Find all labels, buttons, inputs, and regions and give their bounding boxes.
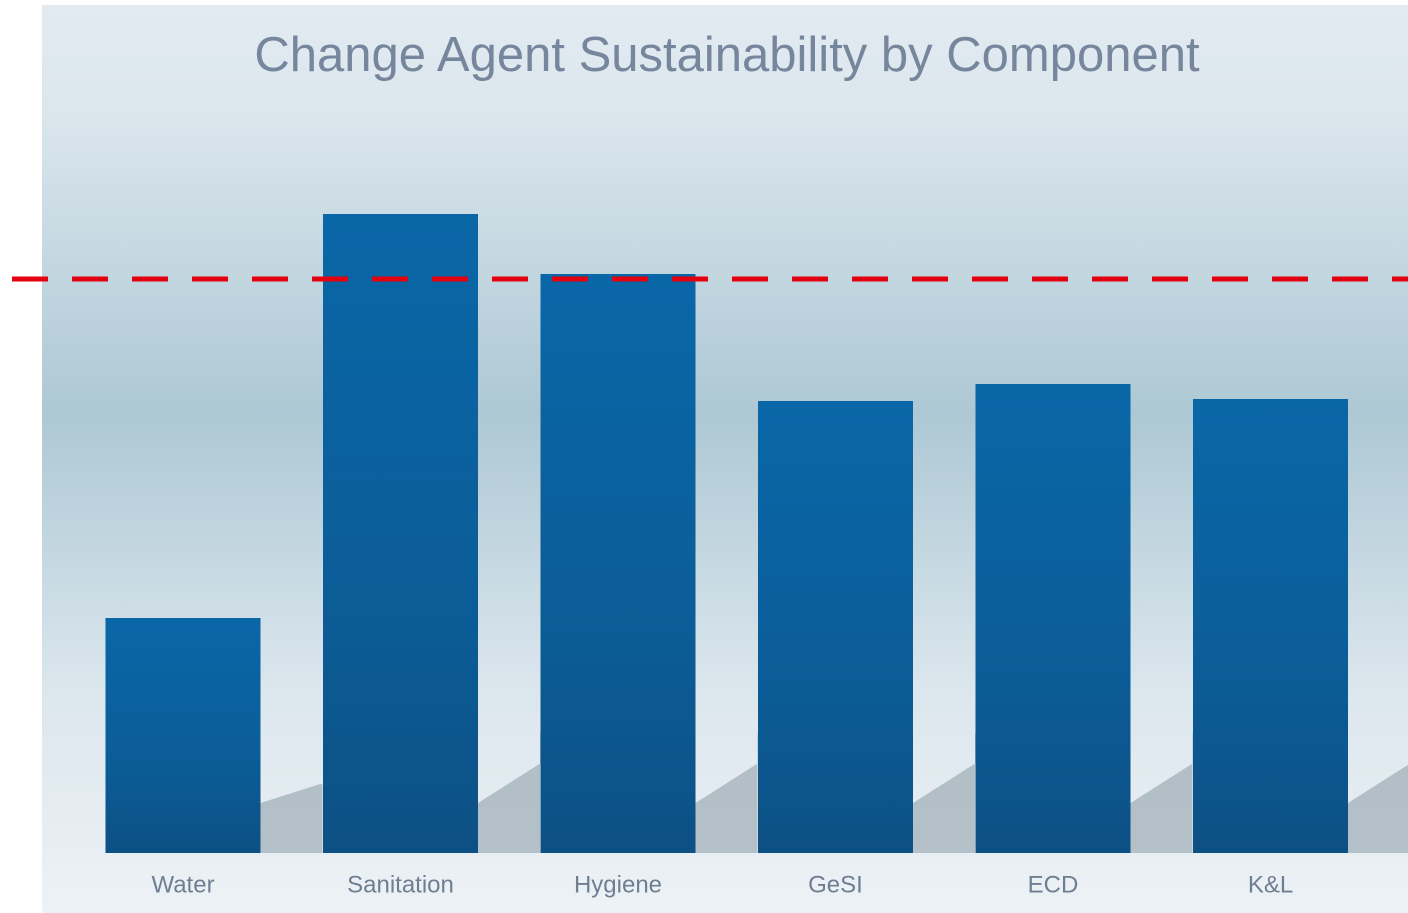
- x-tick-label: Sanitation: [347, 871, 454, 898]
- bar: [540, 274, 696, 853]
- bar-shadow: [1348, 764, 1408, 853]
- x-tick-label: ECD: [1028, 871, 1079, 898]
- bar: [105, 618, 261, 853]
- x-tick-label: Hygiene: [574, 871, 662, 898]
- bar-shadow: [913, 733, 1023, 853]
- bar-shadow: [1130, 733, 1241, 853]
- bar-shadow: [695, 733, 806, 853]
- x-tick-label: Water: [151, 871, 214, 898]
- bar: [1193, 399, 1348, 853]
- bar-shadow: [260, 784, 323, 853]
- chart-title: Change Agent Sustainability by Component: [254, 28, 1200, 82]
- bar: [758, 401, 913, 853]
- bar: [323, 214, 478, 853]
- x-tick-label: GeSI: [808, 871, 863, 898]
- bar: [975, 384, 1131, 853]
- plot-background: [42, 5, 1408, 913]
- x-tick-label: K&L: [1248, 871, 1293, 898]
- bar-shadow: [478, 733, 588, 853]
